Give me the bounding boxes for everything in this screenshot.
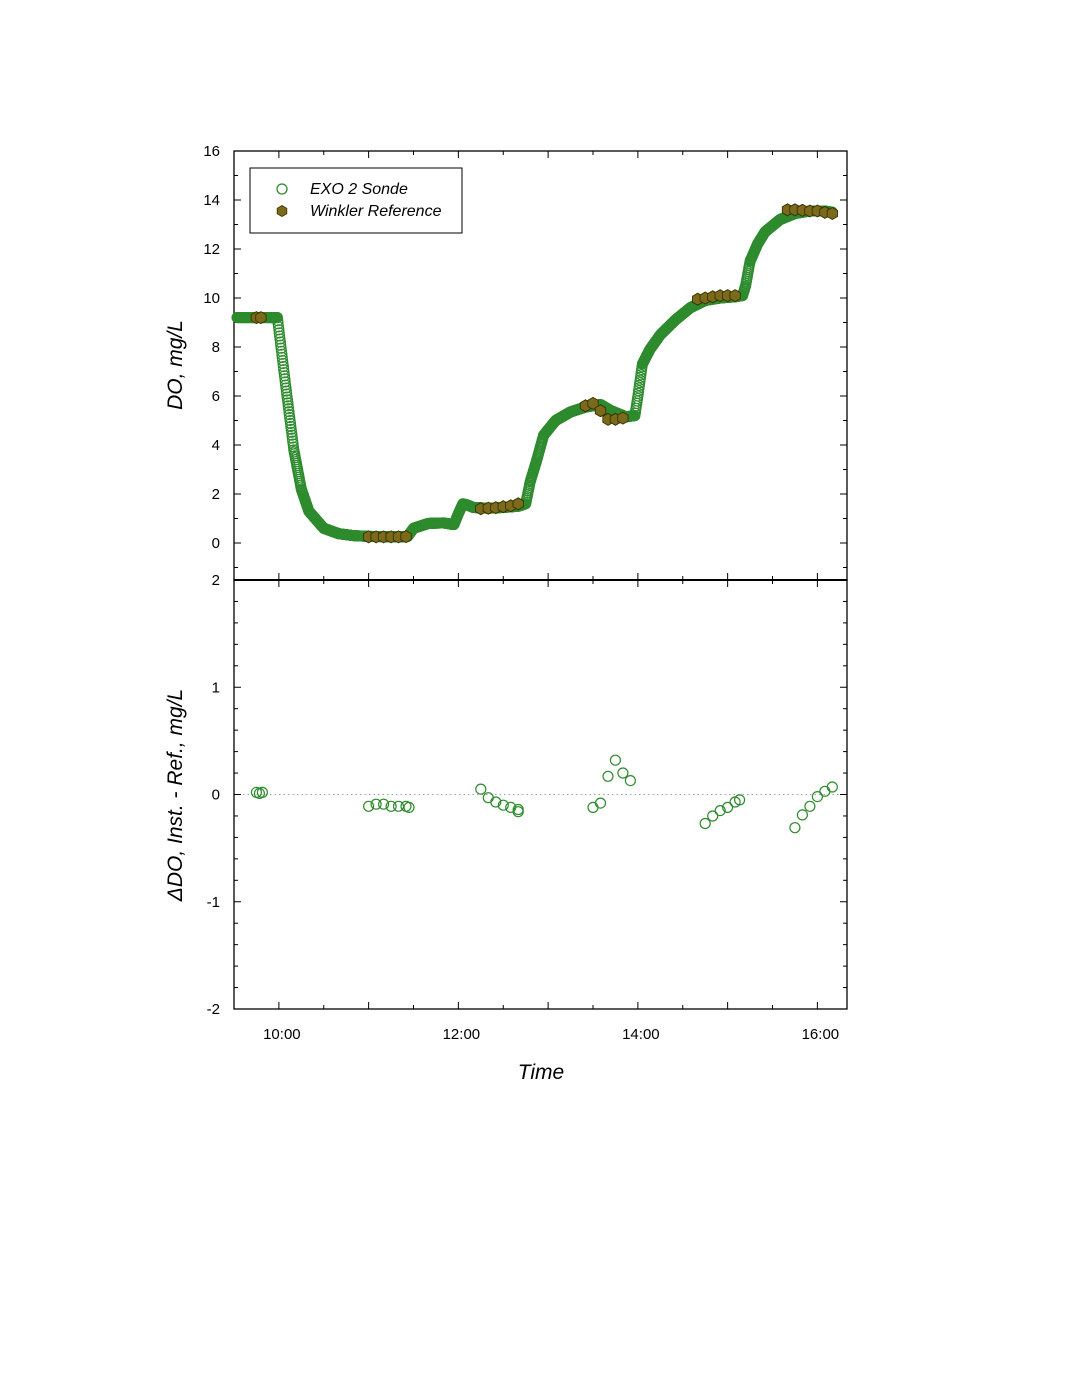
top-y-tick-label: 10 [203,290,220,307]
bottom-axis-ticks: -2 -1 0 1 2 10:00 12:00 14:00 16:00 [207,151,847,1043]
legend-winkler-label: Winkler Reference [310,203,442,220]
legend-winkler-marker [276,205,288,217]
sonde-point [272,315,284,327]
legend: EXO 2 Sonde Winkler Reference [249,167,463,234]
bottom-y-tick-label: -2 [207,1001,220,1018]
winkler-point [400,530,412,544]
delta-point [811,790,824,803]
delta-point [403,801,415,814]
top-y-tick-label: 6 [212,388,220,405]
legend-sonde-marker [276,183,288,195]
x-tick-label: 14:00 [622,1026,660,1043]
delta-point [721,801,734,814]
delta-point [796,809,809,821]
x-tick-label: 16:00 [802,1026,840,1043]
sonde-point [279,373,291,385]
bottom-y-tick-label: 0 [212,787,220,804]
legend-box [249,167,463,234]
bottom-y-axis-title: ΔDO, Inst. - Ref., mg/L [164,689,187,902]
delta-point [363,800,375,812]
delta-point [699,817,711,830]
winkler-point [826,206,838,221]
sonde-point [277,361,289,373]
delta-point [378,798,390,810]
delta-point [804,800,816,812]
bottom-y-tick-label: -1 [207,894,220,911]
top-y-tick-label: 8 [212,339,220,356]
delta-point [392,800,405,812]
top-y-tick-label: 0 [212,535,220,552]
sonde-point [273,324,285,336]
top-y-tick-label: 2 [212,486,220,503]
delta-point [609,754,622,766]
delta-point [617,767,629,779]
delta-point [256,786,268,799]
winkler-point [255,311,267,325]
x-tick-label: 12:00 [443,1026,481,1043]
winkler-point [617,411,629,425]
top-y-tick-label: 4 [212,437,220,454]
delta-point [714,804,726,817]
delta-point [707,810,719,822]
top-y-axis-title: DO, mg/L [164,320,187,410]
top-y-tick-label: 12 [203,241,220,258]
delta-series [250,754,838,834]
winkler-point [594,404,607,418]
delta-point [475,783,487,795]
delta-point [624,774,637,787]
delta-point [512,806,524,818]
bottom-y-tick-label: 2 [212,572,220,589]
winkler-point [729,289,741,303]
legend-sonde-label: EXO 2 Sonde [310,181,408,198]
delta-point [497,799,509,811]
delta-point [370,798,382,810]
top-axis-ticks: 0 2 4 6 8 10 12 14 16 [203,143,847,568]
x-tick-label: 10:00 [263,1026,301,1043]
delta-point [733,794,746,806]
delta-point [490,796,502,808]
delta-point [385,800,397,812]
delta-point [789,822,801,834]
sonde-point [274,336,286,348]
delta-point [602,770,614,782]
x-axis-title: Time [518,1061,564,1084]
delta-point [826,781,838,793]
winkler-point [512,497,524,511]
sonde-point [284,417,297,429]
top-y-tick-label: 16 [203,143,220,160]
winkler-series [250,203,838,544]
top-y-tick-label: 14 [203,192,220,209]
delta-point [594,797,607,809]
sonde-point [276,348,288,360]
bottom-y-tick-label: 1 [212,679,220,696]
winkler-point [587,396,599,410]
